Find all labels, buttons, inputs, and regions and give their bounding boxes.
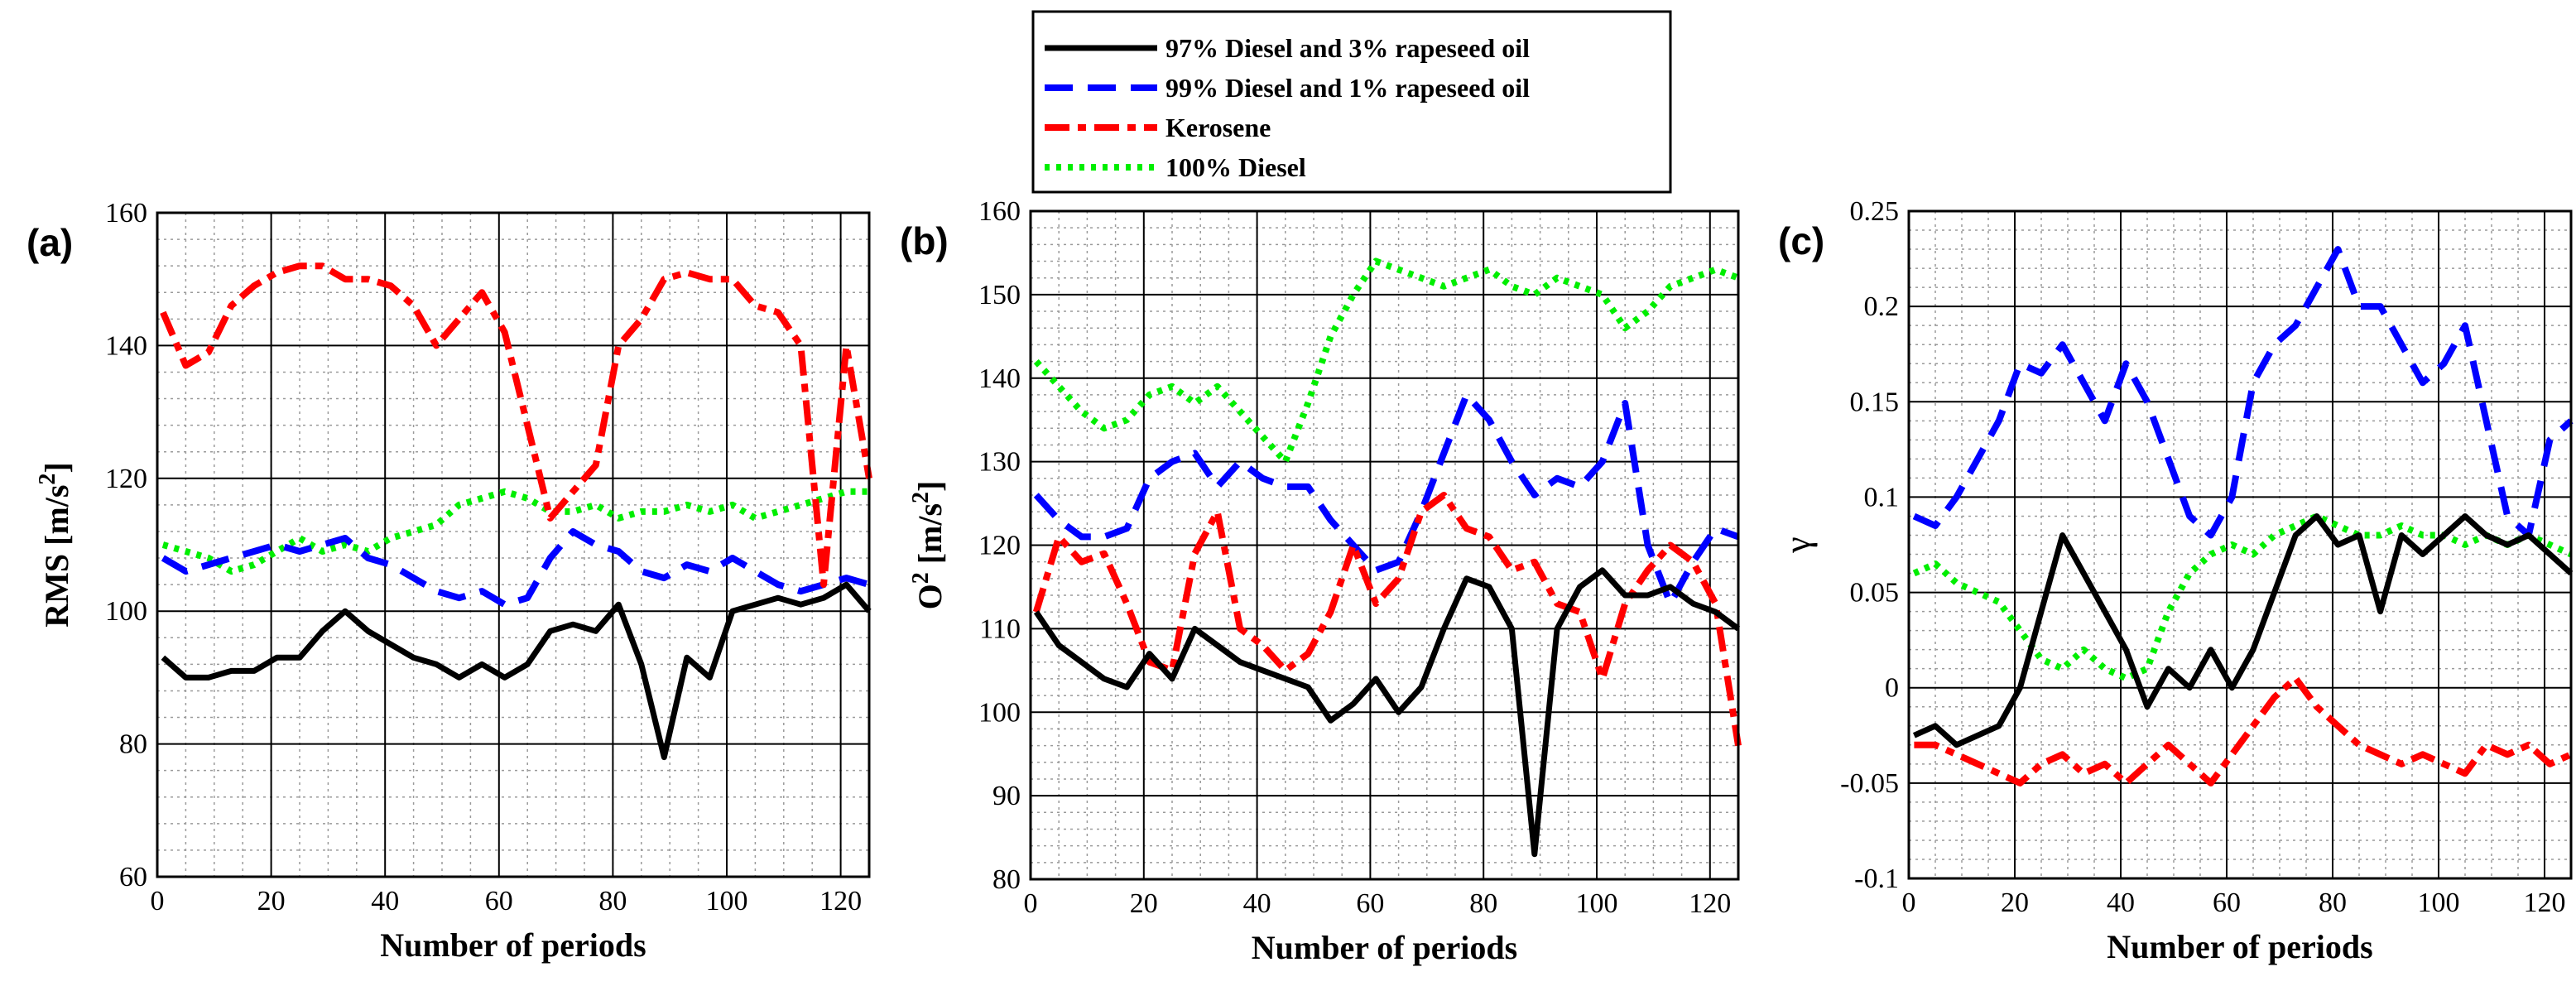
- series-line-diesel100: [161, 488, 869, 575]
- series-line-diesel100: [1912, 512, 2573, 682]
- x-tick-label: 40: [371, 886, 399, 916]
- legend-label-diesel99: 99% Diesel and 1% rapeseed oil: [1165, 73, 1530, 103]
- y-tick-label: 0.1: [1864, 482, 1900, 512]
- series-line-kerosene: [1032, 492, 1742, 747]
- x-axis-label: Number of periods: [1252, 929, 1517, 966]
- axes-frame-b: [1029, 209, 1740, 881]
- panel-c: 0 20 40 60 80 100 120 -0.1 -0.05 0 0.05 0.1 0.15 0.2 0…: [1777, 196, 2574, 965]
- y-tick-label: 0.2: [1864, 291, 1900, 322]
- x-tick-label: 20: [1130, 888, 1158, 919]
- y-tick-label: 160: [105, 198, 147, 229]
- y-tick-label: 0: [1885, 673, 1899, 704]
- y-axis-label-sup: 2: [908, 572, 934, 584]
- y-tick-label: 60: [119, 862, 147, 892]
- y-tick-label: 120: [105, 464, 147, 494]
- legend-label-diesel97: 97% Diesel and 3% rapeseed oil: [1165, 33, 1530, 63]
- x-tick-label: 80: [2319, 888, 2347, 918]
- y-axis-label: γ: [1777, 536, 1818, 553]
- y-tick-label: 130: [978, 447, 1021, 478]
- axes-frame-a: [156, 211, 871, 878]
- y-tick-label: 0.05: [1850, 578, 1900, 609]
- series-line-diesel97: [161, 581, 872, 761]
- x-tick-label: 120: [1689, 888, 1731, 919]
- y-axis-label-close: ]: [38, 462, 75, 473]
- x-tick-label: 40: [1243, 888, 1271, 919]
- legend-label-diesel100: 100% Diesel: [1165, 152, 1306, 182]
- y-tick-label: 120: [978, 531, 1021, 561]
- y-axis-label-text: RMS [m/s: [38, 485, 75, 628]
- x-tick-label: 0: [1024, 888, 1038, 919]
- y-axis-label-text: γ: [1777, 536, 1818, 553]
- y-tick-label: 0.25: [1850, 196, 1900, 227]
- x-tick-label: 60: [2213, 888, 2241, 918]
- x-tick-label: 0: [1902, 888, 1916, 918]
- x-axis-label: Number of periods: [2107, 928, 2372, 965]
- y-tick-label: 140: [978, 363, 1021, 394]
- x-tick-label: 60: [1356, 888, 1384, 919]
- y-axis-label-sup: 2: [35, 474, 60, 485]
- x-tick-label: 20: [2001, 888, 2029, 918]
- x-tick-label: 60: [485, 886, 513, 916]
- y-tick-label: 160: [978, 196, 1021, 227]
- y-tick-label: 80: [119, 729, 147, 760]
- series-line-kerosene: [1914, 675, 2573, 787]
- y-tick-label: 100: [978, 697, 1021, 728]
- plot-area-c: [1909, 211, 2571, 878]
- y-axis-label-close: ]: [911, 481, 949, 492]
- x-tick-label: 80: [598, 886, 627, 916]
- y-axis-label: RMS [m/s2]: [35, 462, 75, 628]
- series-line-diesel99: [1033, 391, 1740, 608]
- x-tick-label: 0: [151, 886, 165, 916]
- panel-a: 0 20 40 60 80 100 120 60 80 100 120 140 160 Number of…: [26, 198, 872, 964]
- series-line-kerosene: [160, 262, 872, 589]
- y-axis-label: O2 [m/s2]: [908, 481, 949, 610]
- x-tick-label: 100: [706, 886, 748, 916]
- series-line-diesel97: [1033, 567, 1741, 858]
- y-tick-label: 150: [978, 280, 1021, 310]
- x-tick-label: 40: [2107, 888, 2135, 918]
- x-tick-label: 120: [819, 886, 862, 916]
- y-axis-label-text: O: [911, 584, 949, 609]
- axes-frame-c: [1907, 209, 2573, 880]
- series-line-diesel100: [1033, 257, 1740, 465]
- legend-label-kerosene: Kerosene: [1165, 113, 1271, 142]
- y-tick-label: 90: [992, 781, 1021, 811]
- x-tick-label: 100: [1576, 888, 1618, 919]
- x-tick-label: 20: [257, 886, 286, 916]
- panel-label-c: (c): [1778, 219, 1824, 262]
- y-tick-label: 80: [992, 864, 1021, 895]
- x-axis-label: Number of periods: [380, 926, 646, 964]
- y-tick-label: -0.1: [1854, 864, 1899, 894]
- y-tick-label: 140: [105, 330, 147, 361]
- y-tick-label: -0.05: [1840, 768, 1899, 799]
- legend-box: [1031, 10, 1672, 194]
- y-axis-label-mid: [m/s: [911, 503, 949, 572]
- panel-b: 0 20 40 60 80 100 120 80 90 100 110 120 130 140 150 160…: [900, 196, 1742, 966]
- y-axis-label-sup2: 2: [908, 492, 934, 503]
- x-tick-label: 80: [1469, 888, 1497, 919]
- y-tick-label: 110: [979, 613, 1021, 644]
- y-tick-label: 0.15: [1850, 387, 1900, 417]
- x-tick-label: 100: [2418, 888, 2460, 918]
- y-tick-label: 100: [105, 596, 147, 627]
- panel-label-b: (b): [900, 219, 949, 262]
- x-tick-label: 120: [2524, 888, 2566, 918]
- panel-label-a: (a): [26, 221, 73, 264]
- legend: 97% Diesel and 3% rapeseed oil 99% Diesel…: [1031, 10, 1672, 194]
- plot-area-a: [157, 213, 869, 877]
- series-line-diesel99: [1912, 246, 2574, 539]
- series-line-diesel97: [1912, 513, 2574, 748]
